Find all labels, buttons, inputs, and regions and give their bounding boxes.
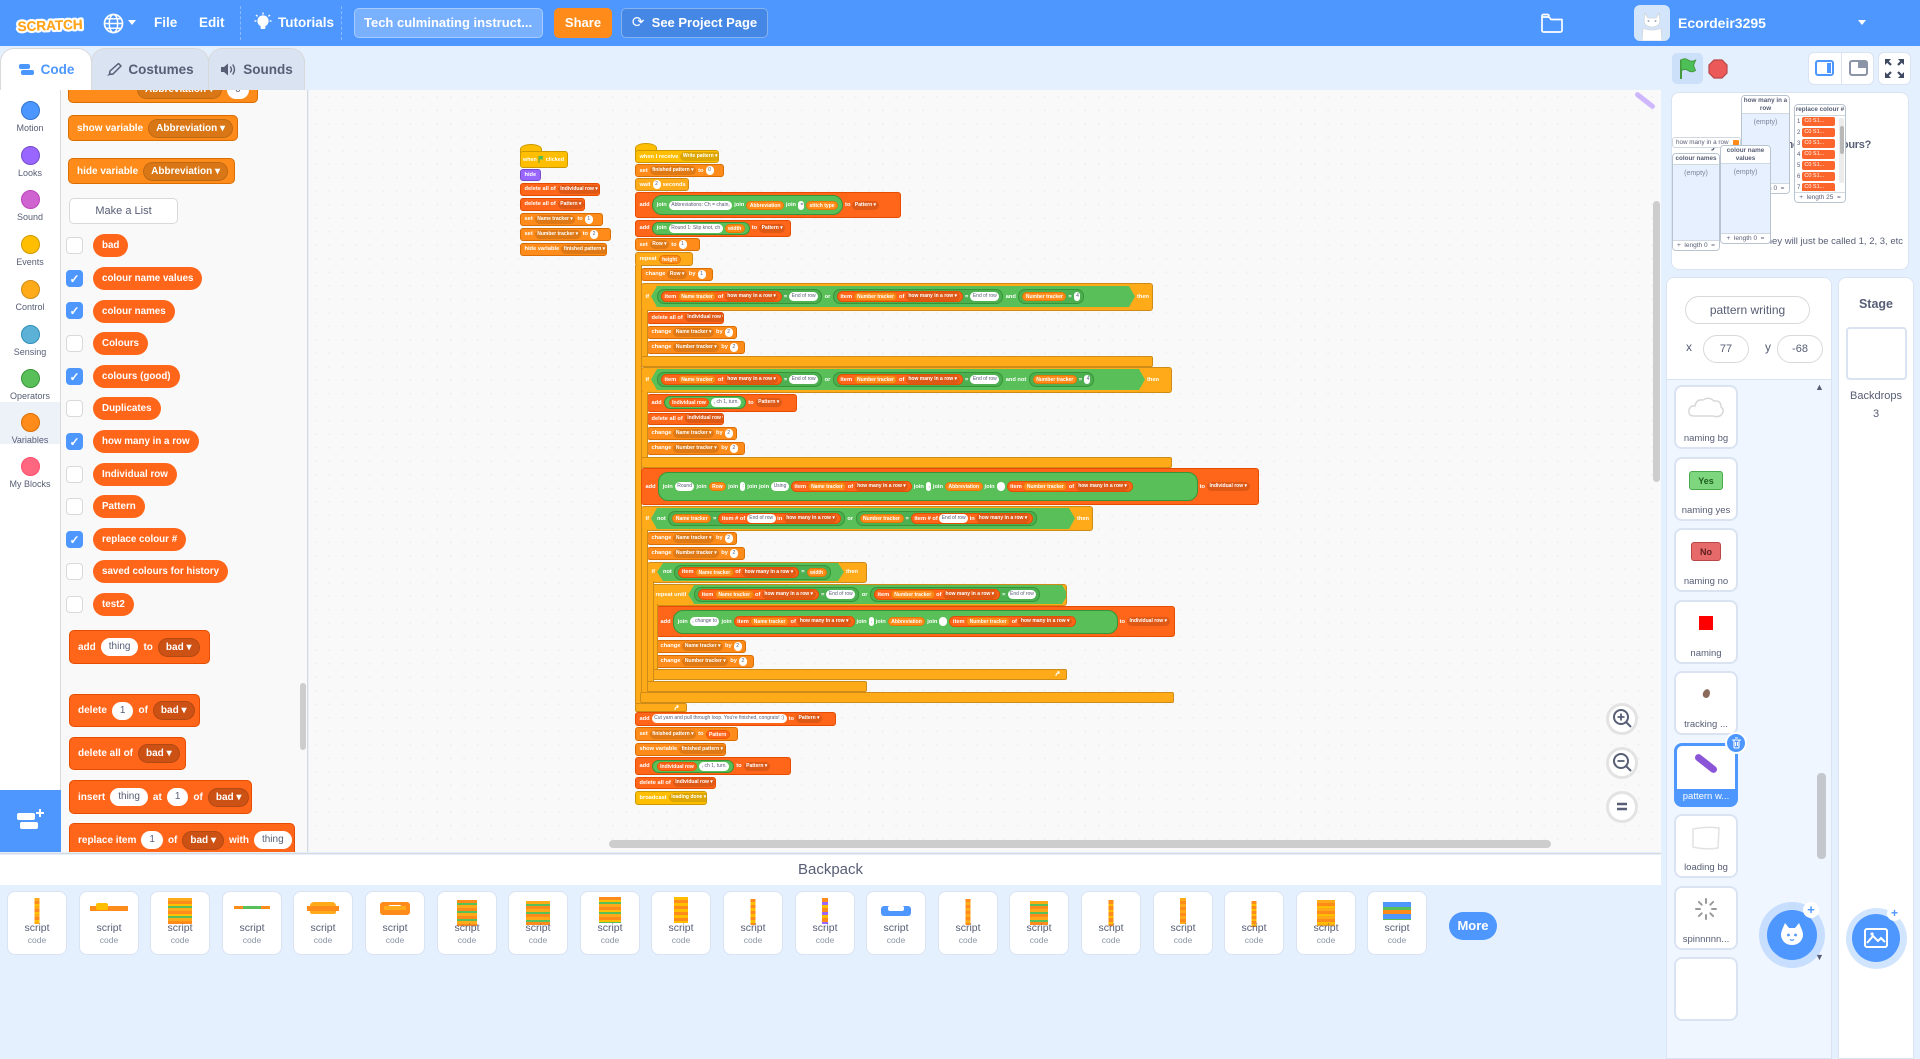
svg-text:SCRATCH: SCRATCH (17, 17, 82, 34)
svg-text:SCRATCH: SCRATCH (17, 17, 82, 34)
